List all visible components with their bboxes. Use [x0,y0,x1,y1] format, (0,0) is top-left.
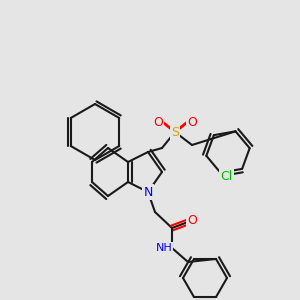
Text: Cl: Cl [220,170,232,183]
Text: O: O [187,214,197,226]
Text: N: N [143,185,153,199]
Text: NH: NH [156,243,172,253]
Text: S: S [171,125,179,139]
Text: O: O [153,116,163,128]
Text: O: O [187,116,197,128]
